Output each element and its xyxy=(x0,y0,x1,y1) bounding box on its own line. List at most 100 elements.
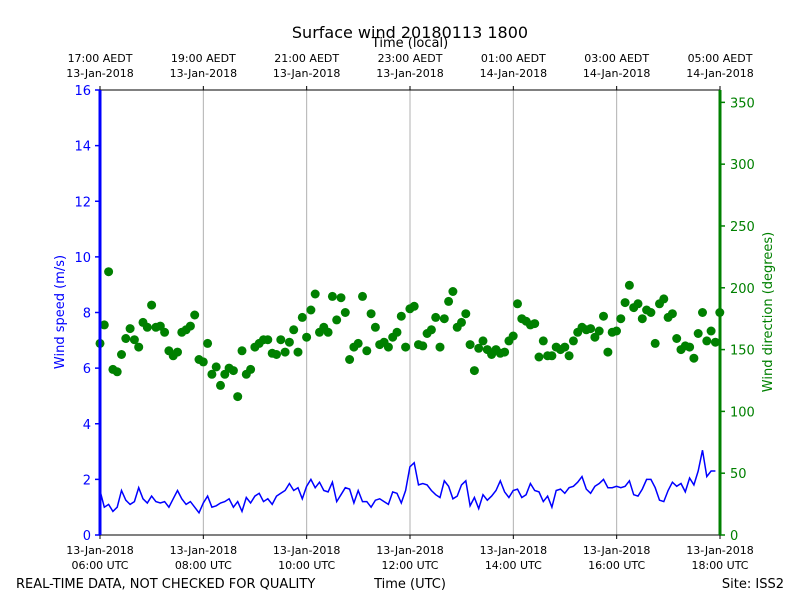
wind-direction-point xyxy=(693,329,703,338)
wind-direction-point xyxy=(706,326,716,336)
top-tick-label-date: 14-Jan-2018 xyxy=(480,67,548,80)
wind-direction-point xyxy=(302,332,312,342)
top-tick-label-time: 03:00 AEDT xyxy=(584,52,649,65)
bottom-tick-label-date: 13-Jan-2018 xyxy=(376,544,444,557)
wind-direction-point xyxy=(293,347,303,357)
right-tick-label: 50 xyxy=(730,467,747,482)
chart-title: Surface wind 20180113 1800 xyxy=(292,23,528,42)
wind-direction-point xyxy=(698,308,707,317)
wind-direction-point xyxy=(465,340,475,350)
wind-direction-point xyxy=(530,319,540,329)
wind-direction-point xyxy=(599,311,608,321)
wind-direction-point xyxy=(336,293,346,303)
wind-direction-point xyxy=(689,353,699,363)
wind-direction-point xyxy=(233,392,243,402)
wind-direction-point xyxy=(612,326,621,336)
wind-direction-point xyxy=(538,336,548,346)
wind-direction-point xyxy=(362,346,372,356)
left-axis-label: Wind speed (m/s) xyxy=(53,255,68,369)
bottom-tick-label-time: 06:00 UTC xyxy=(71,559,128,572)
wind-direction-point xyxy=(444,296,454,306)
wind-direction-point xyxy=(513,299,522,309)
left-tick-label: 2 xyxy=(83,473,91,488)
bottom-tick-label-date: 13-Jan-2018 xyxy=(273,544,341,557)
wind-direction-point xyxy=(616,314,626,324)
wind-direction-point xyxy=(134,342,144,352)
wind-direction-point xyxy=(564,351,574,361)
wind-direction-point xyxy=(547,351,557,361)
wind-direction-point xyxy=(409,301,419,311)
wind-direction-point xyxy=(646,308,656,317)
wind-direction-point xyxy=(310,289,320,299)
wind-direction-point xyxy=(211,362,221,372)
top-tick-label-time: 01:00 AEDT xyxy=(481,52,546,65)
bottom-axis-ticks: 13-Jan-2018 06:00 UTC 13-Jan-2018 08:00 UTC… xyxy=(66,535,754,572)
wind-direction-point xyxy=(500,347,510,357)
wind-direction-point xyxy=(276,335,286,345)
wind-direction-point xyxy=(637,314,647,324)
wind-direction-point xyxy=(685,342,695,352)
top-axis-label: Time (local) xyxy=(371,36,448,51)
wind-direction-point xyxy=(659,294,669,304)
left-tick-label: 10 xyxy=(74,251,91,266)
bottom-tick-label-time: 12:00 UTC xyxy=(381,559,438,572)
wind-direction-point xyxy=(418,341,428,351)
wind-direction-point xyxy=(272,350,281,359)
bottom-tick-label-time: 10:00 UTC xyxy=(278,559,335,572)
left-tick-label: 0 xyxy=(83,529,91,544)
wind-direction-point xyxy=(198,357,208,367)
bottom-tick-label-time: 18:00 UTC xyxy=(691,559,748,572)
right-tick-label: 300 xyxy=(730,158,755,173)
wind-direction-point xyxy=(366,309,376,319)
footer-quality-note: REAL-TIME DATA, NOT CHECKED FOR QUALITY xyxy=(16,577,315,592)
bottom-tick-label-date: 13-Jan-2018 xyxy=(480,544,548,557)
wind-direction-points xyxy=(95,267,725,402)
bottom-tick-label-time: 08:00 UTC xyxy=(175,559,232,572)
left-tick-label: 8 xyxy=(83,307,91,322)
top-tick-label-date: 14-Jan-2018 xyxy=(686,67,754,80)
wind-direction-point xyxy=(246,364,256,374)
wind-direction-point xyxy=(461,309,471,319)
wind-direction-point xyxy=(190,310,200,320)
top-tick-label-date: 13-Jan-2018 xyxy=(170,67,238,80)
top-tick-label-time: 17:00 AEDT xyxy=(68,52,133,65)
footer-site: Site: ISS2 xyxy=(722,577,784,592)
wind-direction-point xyxy=(306,305,316,315)
top-tick-label-time: 23:00 AEDT xyxy=(378,52,443,65)
wind-direction-point xyxy=(228,366,238,376)
top-tick-label-date: 14-Jan-2018 xyxy=(583,67,651,80)
right-tick-label: 100 xyxy=(730,405,755,420)
wind-direction-point xyxy=(327,291,337,301)
right-axis-ticks: 0 50 100 150 200 250 300 350 xyxy=(720,96,755,544)
wind-direction-point xyxy=(560,342,570,352)
wind-direction-point xyxy=(104,267,114,277)
wind-direction-point xyxy=(358,291,367,301)
wind-direction-point xyxy=(280,347,290,357)
wind-direction-point xyxy=(142,322,152,332)
wind-direction-point xyxy=(125,324,135,334)
wind-direction-point xyxy=(620,298,630,308)
wind-direction-point xyxy=(173,347,182,357)
wind-direction-point xyxy=(353,338,363,348)
wind-direction-point xyxy=(594,326,604,336)
wind-direction-point xyxy=(439,314,449,324)
wind-direction-point xyxy=(401,342,411,352)
top-tick-label-time: 05:00 AEDT xyxy=(688,52,753,65)
wind-direction-point xyxy=(586,324,596,334)
wind-direction-point xyxy=(263,335,273,345)
wind-direction-point xyxy=(478,336,488,346)
wind-direction-point xyxy=(650,338,660,348)
wind-direction-point xyxy=(345,355,355,364)
right-tick-label: 350 xyxy=(730,96,755,111)
left-tick-label: 14 xyxy=(74,140,91,155)
wind-direction-point xyxy=(216,380,225,390)
top-tick-label-date: 13-Jan-2018 xyxy=(376,67,444,80)
wind-direction-point xyxy=(710,337,720,347)
wind-direction-point xyxy=(396,311,406,321)
left-tick-label: 4 xyxy=(83,418,91,433)
wind-direction-point xyxy=(340,308,350,317)
wind-direction-point xyxy=(332,315,342,325)
wind-direction-point xyxy=(702,336,712,346)
right-axis-label: Wind direction (degrees) xyxy=(761,232,776,392)
